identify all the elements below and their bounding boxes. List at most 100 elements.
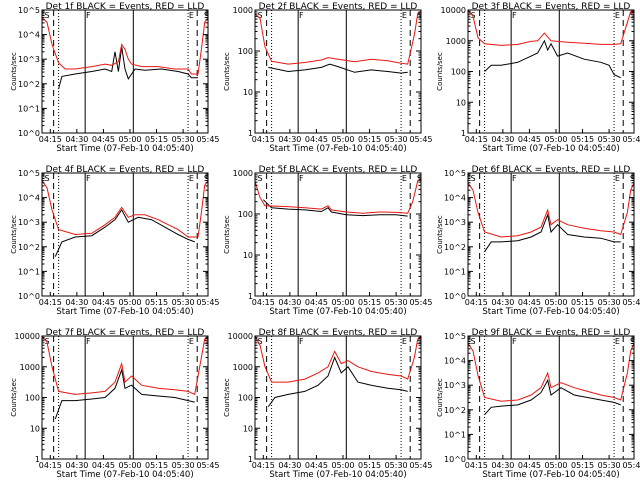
marker-label: E (189, 337, 194, 346)
y-axis-label: Counts/sec (10, 52, 18, 91)
y-tick-label: 1 (248, 129, 253, 138)
y-tick-label: 10^5 (444, 169, 466, 178)
panel-title: Det 4f BLACK = Events, RED = LLD (46, 165, 205, 175)
marker-label: S (630, 11, 635, 20)
x-tick-label: 05:15 (145, 298, 168, 307)
x-tick-label: 05:45 (196, 298, 219, 307)
marker-label: E (189, 11, 194, 20)
panel-title: Det 9f BLACK = Events, RED = LLD (472, 328, 631, 338)
y-axis-label: Counts/sec (436, 215, 444, 254)
plot-frame (467, 9, 635, 134)
marker-label: F (86, 174, 91, 183)
y-axis-label: Counts/sec (223, 378, 231, 417)
lld-series-line (41, 17, 209, 75)
y-tick-label: 10^0 (444, 292, 466, 301)
x-tick-label: 05:45 (409, 461, 432, 470)
x-tick-label: 04:30 (278, 135, 301, 144)
x-axis-label: Start Time (07-Feb-10 04:05:40) (269, 144, 406, 154)
events-series-line (54, 367, 195, 420)
marker-label: F (512, 11, 517, 20)
x-tick-label: 04:15 (39, 298, 62, 307)
marker-label: S (257, 174, 262, 183)
x-tick-label: 05:30 (598, 298, 621, 307)
y-tick-label: 1 (248, 292, 253, 301)
x-tick-label: 04:30 (491, 461, 514, 470)
events-series-line (58, 46, 198, 89)
lld-series-line (254, 11, 422, 65)
marker-label: E (615, 337, 620, 346)
y-axis-label: Counts/sec (10, 215, 18, 254)
y-tick-label: 1 (461, 129, 466, 138)
x-tick-label: 04:45 (92, 461, 115, 470)
marker-label: F (299, 174, 304, 183)
events-series-line (262, 199, 408, 217)
events-series-line (484, 213, 621, 252)
plot-frame (254, 335, 422, 460)
y-tick-label: 100 (25, 394, 40, 403)
marker-label: F (299, 11, 304, 20)
y-tick-label: 10^1 (18, 104, 40, 113)
x-tick-label: 05:15 (145, 461, 168, 470)
panel-title: Det 7f BLACK = Events, RED = LLD (46, 328, 205, 338)
y-tick-label: 1000 (233, 169, 253, 178)
y-tick-label: 10000 (228, 332, 253, 341)
panel-title: Det 1f BLACK = Events, RED = LLD (46, 2, 205, 12)
plot-frame (467, 335, 635, 460)
marker-label: E (615, 174, 620, 183)
x-tick-label: 04:30 (65, 298, 88, 307)
x-tick-label: 05:30 (598, 135, 621, 144)
x-tick-label: 05:15 (145, 135, 168, 144)
lld-series-line (41, 180, 209, 238)
marker-label: F (512, 337, 517, 346)
marker-label: S (470, 337, 475, 346)
x-axis-label: Start Time (07-Feb-10 04:05:40) (56, 307, 193, 317)
x-tick-label: 04:30 (278, 298, 301, 307)
x-axis-label: Start Time (07-Feb-10 04:05:40) (482, 307, 619, 317)
x-tick-label: 05:45 (409, 135, 432, 144)
y-axis-label: Counts/sec (223, 52, 231, 91)
events-series-line (54, 208, 195, 257)
lld-series-line (467, 9, 635, 46)
x-tick-label: 05:15 (358, 298, 381, 307)
y-tick-label: 10^1 (444, 430, 466, 439)
y-tick-label: 10^1 (444, 267, 466, 276)
lld-series-line (41, 335, 209, 396)
panel-title: Det 6f BLACK = Events, RED = LLD (472, 165, 631, 175)
y-tick-label: 10^4 (444, 194, 466, 203)
x-tick-label: 04:45 (305, 461, 328, 470)
x-tick-label: 04:30 (491, 135, 514, 144)
events-series-line (484, 378, 621, 416)
plot-frame (41, 172, 209, 297)
y-tick-label: 1000 (233, 6, 253, 15)
marker-label: E (402, 337, 407, 346)
marker-label: S (44, 174, 49, 183)
y-tick-label: 100 (238, 47, 253, 56)
x-tick-label: 04:45 (92, 298, 115, 307)
x-tick-label: 04:30 (278, 461, 301, 470)
y-tick-label: 10^0 (18, 292, 40, 301)
marker-label: F (512, 174, 517, 183)
marker-label: E (402, 11, 407, 20)
y-tick-label: 10^2 (18, 80, 40, 89)
y-tick-label: 100 (238, 394, 253, 403)
plot-frame (41, 335, 209, 460)
x-tick-label: 05:00 (331, 135, 354, 144)
x-tick-label: 04:15 (252, 135, 275, 144)
y-tick-label: 1000 (233, 363, 253, 372)
marker-label: E (615, 11, 620, 20)
x-tick-label: 04:15 (39, 135, 62, 144)
x-tick-label: 05:45 (622, 298, 640, 307)
y-tick-label: 10^3 (444, 381, 466, 390)
marker-label: F (86, 337, 91, 346)
panel-title: Det 5f BLACK = Events, RED = LLD (259, 165, 418, 175)
marker-label: F (299, 337, 304, 346)
x-tick-label: 05:30 (385, 135, 408, 144)
x-tick-label: 04:15 (252, 461, 275, 470)
x-tick-label: 05:30 (172, 135, 195, 144)
y-tick-label: 10^0 (444, 455, 466, 464)
x-tick-label: 05:45 (622, 461, 640, 470)
